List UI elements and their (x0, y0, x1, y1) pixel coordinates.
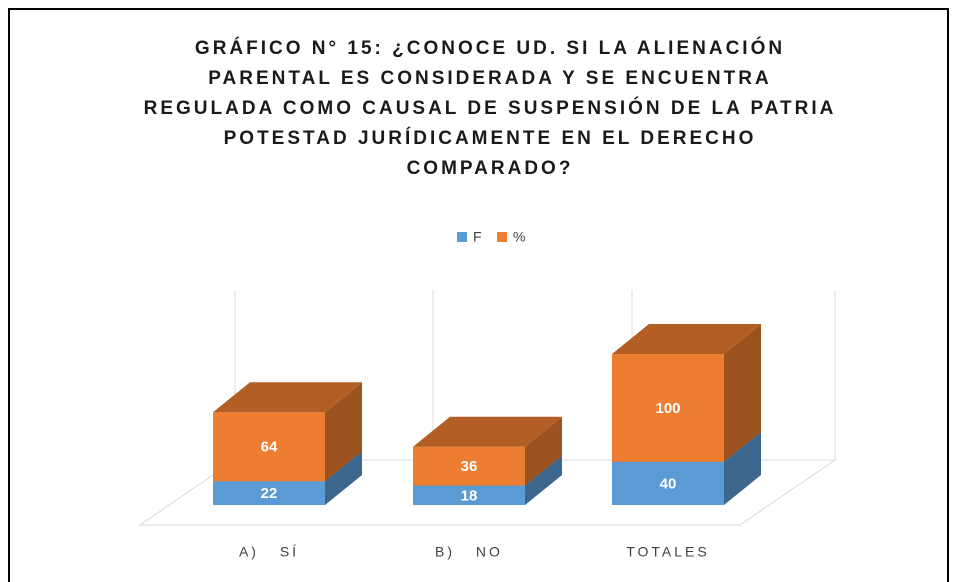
bar-front (213, 412, 325, 482)
bar-top (213, 382, 362, 413)
x-tick-label: A) SÍ (239, 544, 299, 560)
bar-side (525, 416, 562, 486)
bar-side (724, 324, 761, 462)
bar-side (525, 455, 562, 505)
legend-label: % (513, 229, 525, 245)
bar-front (612, 354, 724, 462)
bar-front (213, 481, 325, 505)
bar-front (413, 446, 525, 486)
legend-swatch (457, 232, 467, 242)
bar-front (413, 485, 525, 505)
x-tick-label: TOTALES (626, 544, 710, 560)
bar-front (612, 461, 724, 505)
bar-side (724, 431, 761, 505)
data-label: 40 (660, 475, 677, 492)
data-label: 18 (461, 487, 478, 504)
bar-top (413, 416, 562, 447)
data-label: 64 (261, 439, 278, 456)
bar-side (325, 451, 362, 505)
bar-top (612, 324, 761, 354)
bar-side (325, 382, 362, 482)
legend-label: F (473, 229, 482, 245)
legend-swatch (497, 232, 507, 242)
frame (8, 8, 949, 582)
data-label: 36 (461, 458, 478, 475)
chart-title: GRÁFICO N° 15: ¿CONOCE UD. SI LA ALIENAC… (143, 38, 837, 179)
data-label: 100 (655, 400, 680, 417)
x-tick-label: B) NO (435, 544, 503, 560)
data-label: 22 (261, 485, 278, 502)
